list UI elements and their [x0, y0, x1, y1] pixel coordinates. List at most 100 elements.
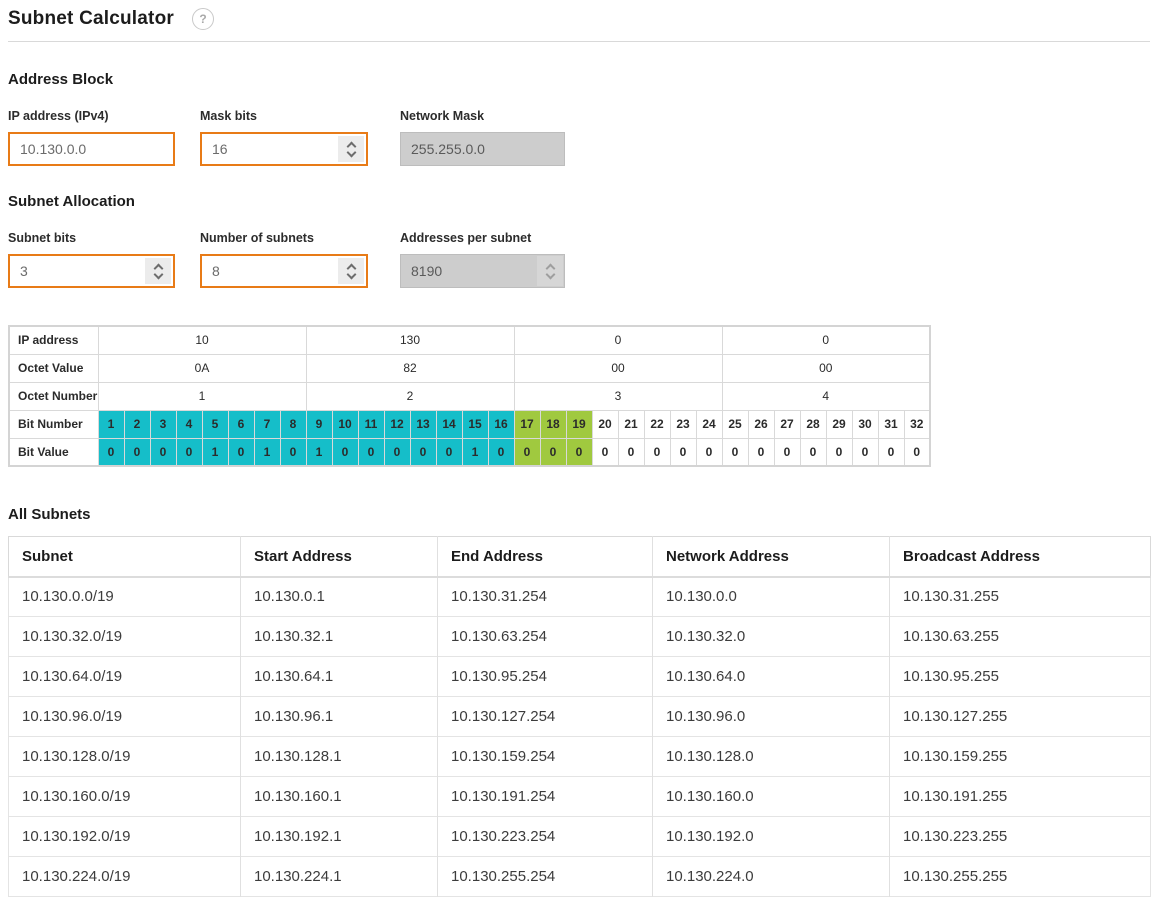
bit-number-cell: 21 [617, 409, 645, 439]
help-icon[interactable]: ? [191, 8, 214, 30]
bit-value-cell: 0 [695, 437, 723, 467]
table-cell: 10.130.127.254 [437, 696, 653, 737]
table-cell: 10.130.31.254 [437, 576, 653, 617]
network-mask-label: Network Mask [400, 109, 485, 123]
table-cell: 10.130.95.254 [437, 656, 653, 697]
table-cell: 10.130.32.0/19 [8, 616, 241, 657]
table-cell: 10.130.191.255 [903, 788, 1008, 805]
octet-cell: 3 [513, 381, 723, 411]
chevron-down-icon[interactable] [346, 147, 356, 157]
bit-value-cell: 0 [877, 437, 905, 467]
table-row: 10.130.224.0/19 10.130.224.1 10.130.255.25… [8, 856, 1151, 897]
bit-number-cell: 10 [331, 409, 359, 439]
addresses-per-subnet-spin-buttons [537, 256, 563, 286]
row-label-cell: IP address [8, 325, 99, 355]
bit-value-cell: 1 [305, 437, 333, 467]
table-cell: 10.130.32.0 [652, 616, 890, 657]
all-subnets-heading: All Subnets [8, 506, 91, 523]
bit-value-cell: 0 [799, 437, 827, 467]
addresses-per-subnet-field-block: Addresses per subnet [400, 231, 565, 288]
column-header: End Address [437, 536, 653, 577]
mask-bits-label: Mask bits [200, 109, 257, 123]
bit-value-cell: 0 [851, 437, 879, 467]
bit-value-cell: 0 [903, 437, 931, 467]
table-cell: 10.130.96.1 [240, 696, 438, 737]
bit-value-cell: 0 [149, 437, 177, 467]
table-cell: 10.130.191.254 [437, 776, 653, 817]
table-cell: 10.130.160.0/19 [8, 776, 241, 817]
column-header: Subnet [8, 536, 241, 577]
bit-value-cell: 0 [669, 437, 697, 467]
mask-bits-stepper[interactable] [200, 132, 368, 166]
bit-number-cell: 22 [643, 409, 671, 439]
bit-number-cell: 28 [799, 409, 827, 439]
bit-value-cell: 0 [409, 437, 437, 467]
bit-value-cell: 0 [331, 437, 359, 467]
table-row: 10.130.160.0/19 10.130.160.1 10.130.191.25… [8, 776, 1151, 817]
number-of-subnets-stepper[interactable] [200, 254, 368, 288]
number-of-subnets-field-block: Number of subnets [200, 231, 368, 288]
ip-address-field[interactable] [8, 132, 175, 166]
mask-bits-field-block: Mask bits [200, 109, 368, 166]
column-header: Start Address [240, 536, 438, 577]
bit-value-cell: 0 [565, 437, 593, 467]
bit-number-cell: 26 [747, 409, 775, 439]
bit-number-cell: 7 [253, 409, 281, 439]
table-cell: 10.130.255.254 [437, 856, 653, 897]
table-cell: 10.130.223.255 [903, 828, 1008, 845]
bit-value-cell: 1 [461, 437, 489, 467]
chevron-down-icon[interactable] [153, 269, 163, 279]
table-cell: 10.130.128.0/19 [8, 736, 241, 777]
table-cell: 10.130.32.1 [240, 616, 438, 657]
octet-cell: 1 [97, 381, 307, 411]
table-cell: 10.130.64.0 [652, 656, 890, 697]
bit-value-cell: 0 [747, 437, 775, 467]
subnet-bits-spin-buttons[interactable] [145, 258, 171, 284]
subnet-bits-label: Subnet bits [8, 231, 77, 245]
table-cell: 10.130.31.255 [903, 588, 999, 606]
number-of-subnets-spin-buttons[interactable] [338, 258, 364, 284]
bit-number-cell: 31 [877, 409, 905, 439]
mask-bits-spin-buttons[interactable] [338, 136, 364, 162]
ip-address-input[interactable] [10, 134, 173, 164]
table-cell: 10.130.224.0 [652, 856, 890, 897]
table-cell: 10.130.96.0 [652, 696, 890, 737]
chevron-down-icon [545, 269, 555, 279]
bit-number-cell: 29 [825, 409, 853, 439]
bit-number-row: Bit Number 1 2 3 4 5 6 7 8 9 10 11 12 13 14 15 16 17 18 19 2… [8, 409, 931, 439]
subnet-bits-stepper[interactable] [8, 254, 175, 288]
bit-number-cell: 13 [409, 409, 437, 439]
bit-number-cell: 20 [591, 409, 619, 439]
row-label-cell: Octet Number [8, 381, 99, 411]
bit-value-cell: 0 [513, 437, 541, 467]
bit-value-cell: 1 [201, 437, 229, 467]
ip-address-label: IP address (IPv4) [8, 109, 109, 123]
table-cell: 10.130.192.0/19 [8, 816, 241, 857]
address-block-heading: Address Block [8, 71, 114, 88]
bit-number-cell: 12 [383, 409, 411, 439]
bit-value-cell: 0 [539, 437, 567, 467]
ip-address-field-block: IP address (IPv4) [8, 109, 175, 166]
page-title: Subnet Calculator [8, 8, 174, 29]
bit-value-cell: 0 [227, 437, 255, 467]
network-mask-field [400, 132, 565, 166]
octet-cell: 0A [97, 353, 307, 383]
table-cell: 10.130.0.0 [652, 576, 890, 617]
chevron-down-icon[interactable] [346, 269, 356, 279]
bit-value-cell: 0 [279, 437, 307, 467]
bit-value-cell: 0 [591, 437, 619, 467]
address-block-fields: IP address (IPv4) Mask bits Network Mask [8, 109, 1150, 166]
octet-value-row: Octet Value 0A 82 00 00 [8, 353, 931, 383]
bit-number-cell: 25 [721, 409, 749, 439]
bit-value-cell: 0 [773, 437, 801, 467]
bit-value-cell: 0 [617, 437, 645, 467]
table-cell: 10.130.63.255 [903, 628, 999, 645]
subnet-allocation-fields: Subnet bits Number of subnets Addresses … [8, 231, 1150, 288]
table-cell: 10.130.128.1 [240, 736, 438, 777]
bit-number-cell: 15 [461, 409, 489, 439]
column-header: Broadcast Address [903, 547, 1040, 565]
number-of-subnets-label: Number of subnets [200, 231, 314, 245]
table-cell: 10.130.0.0/19 [8, 576, 241, 617]
table-cell: 10.130.255.255 [903, 868, 1008, 885]
